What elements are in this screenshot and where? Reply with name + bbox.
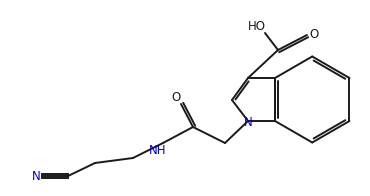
Text: HO: HO xyxy=(248,19,266,33)
Text: N: N xyxy=(243,115,252,129)
Text: NH: NH xyxy=(149,143,167,156)
Text: O: O xyxy=(171,91,181,103)
Text: N: N xyxy=(31,170,40,182)
Text: O: O xyxy=(309,27,319,41)
